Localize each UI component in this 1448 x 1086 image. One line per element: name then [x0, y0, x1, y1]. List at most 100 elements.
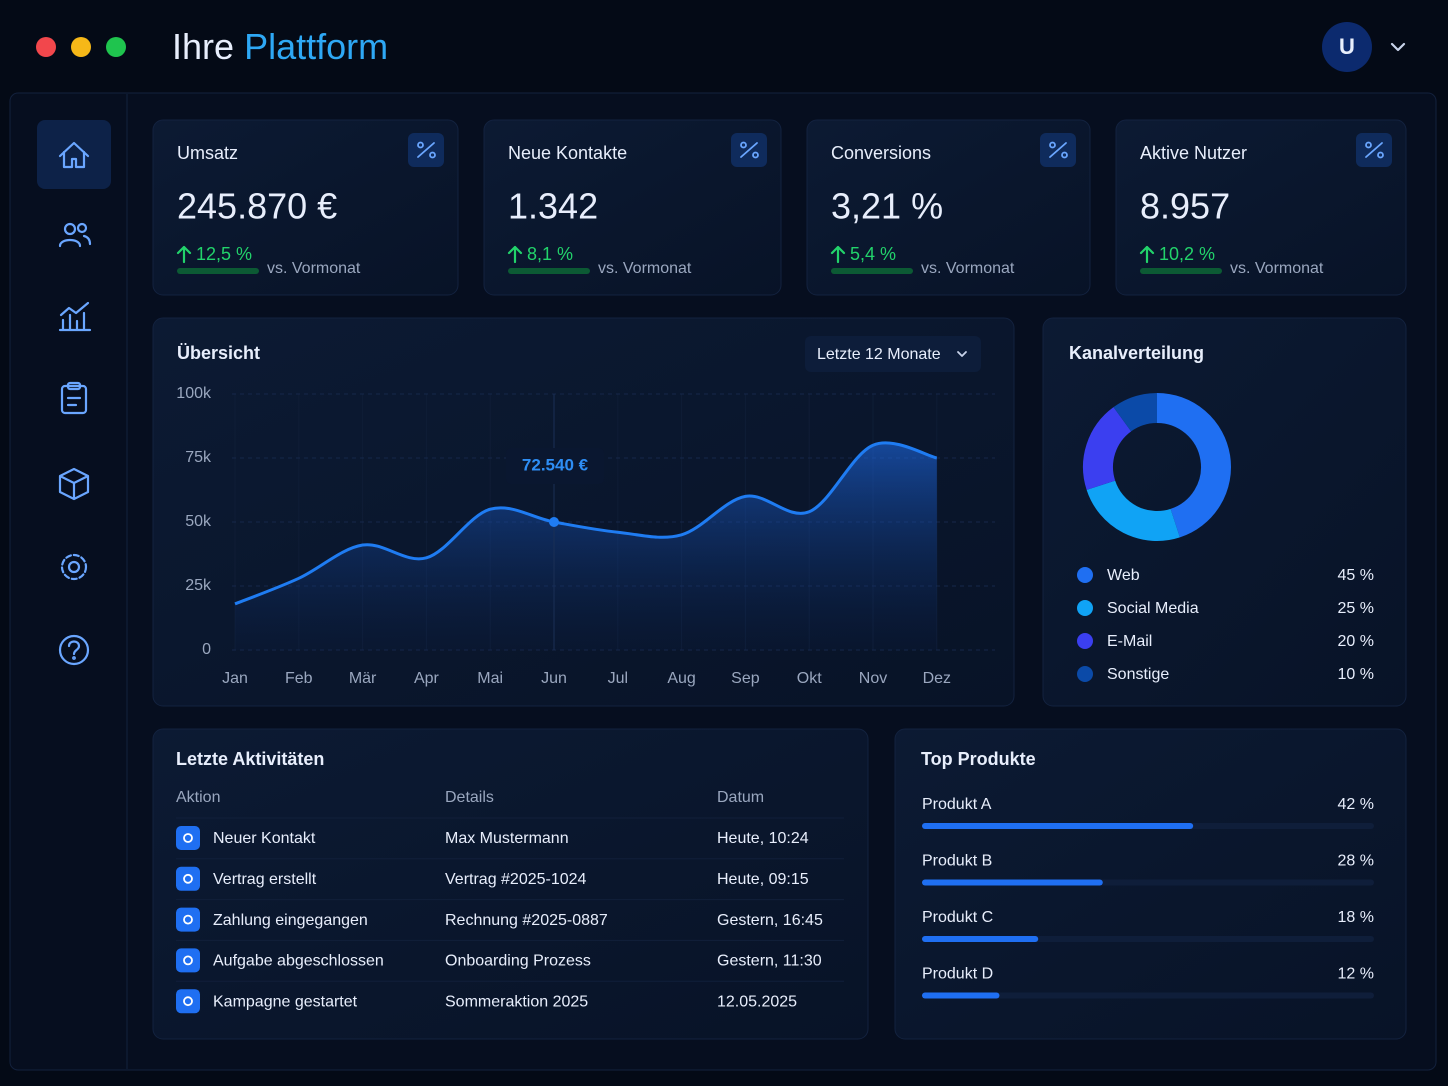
trend-arrow: [830, 245, 846, 264]
trend-arrow: [176, 245, 192, 264]
kpi-value: 1.342: [508, 186, 598, 227]
bar: [922, 879, 1103, 886]
chart-title: Kanalverteilung: [1069, 343, 1204, 363]
trend-arrow: [1139, 245, 1155, 264]
row-icon-glyph: [183, 955, 193, 966]
title-highlight: Plattform: [244, 26, 388, 67]
table-cell: Zahlung eingegangen: [213, 912, 368, 929]
x-tick-label: Nov: [859, 670, 887, 687]
y-tick-label: 100k: [176, 385, 212, 402]
nav-products[interactable]: [58, 467, 90, 501]
legend-value: 45 %: [1338, 567, 1374, 584]
nav-home[interactable]: [58, 141, 90, 169]
kpi-label: Conversions: [831, 143, 931, 163]
legend-label: Social Media: [1107, 600, 1199, 617]
area: [235, 442, 937, 650]
kpi-card: [806, 119, 1091, 296]
account-menu[interactable]: [1390, 42, 1406, 52]
bar-label: Produkt D: [922, 966, 993, 983]
bar-value: 42 %: [1338, 796, 1374, 813]
x-tick-label: Mai: [477, 670, 503, 687]
bar-label: Produkt C: [922, 909, 993, 926]
nav-active: [37, 120, 111, 189]
table-cell: Gestern, 16:45: [717, 912, 823, 929]
column-header: Details: [445, 789, 494, 806]
trend-arrow: [507, 245, 523, 264]
table-cell: Heute, 09:15: [717, 871, 809, 888]
column-header: Aktion: [176, 789, 220, 806]
donut-segment: [1086, 479, 1180, 541]
row-icon-glyph: [183, 873, 193, 884]
x-tick-label: Okt: [797, 670, 822, 687]
kpi-icon-glyph: [417, 141, 436, 159]
table-cell: Kampagne gestartet: [213, 993, 358, 1010]
legend-label: Web: [1107, 567, 1140, 584]
nav-settings[interactable]: [60, 553, 88, 581]
change-bar: [508, 268, 590, 274]
bar-label: Produkt B: [922, 853, 992, 870]
kpi-label: Neue Kontakte: [508, 143, 627, 163]
nav-contracts[interactable]: [60, 381, 88, 415]
table-cell: Gestern, 11:30: [717, 953, 822, 970]
legend-value: 10 %: [1338, 666, 1374, 683]
kpi-change: 10,2 %: [1159, 244, 1215, 264]
window-minimize[interactable]: [71, 37, 91, 57]
avatar-initial: U: [1339, 34, 1355, 59]
window-maximize[interactable]: [106, 37, 126, 57]
kpi-change: 12,5 %: [196, 244, 252, 264]
kpi-value: 3,21 %: [831, 186, 943, 227]
dropdown-chevron: [957, 351, 967, 357]
line: [234, 441, 938, 606]
column-header: Datum: [717, 789, 764, 806]
y-tick-label: 25k: [185, 577, 212, 594]
table-cell: Neuer Kontakt: [213, 830, 316, 847]
nav-help[interactable]: [58, 634, 90, 666]
row-icon: [176, 989, 200, 1014]
y-tick-label: 75k: [185, 449, 212, 466]
kpi-note: vs. Vormonat: [1230, 260, 1324, 277]
x-tick-label: Jun: [541, 670, 567, 687]
x-tick-label: Aug: [667, 670, 695, 687]
legend-dot: [1077, 567, 1093, 583]
nav-contacts[interactable]: [58, 222, 92, 248]
bar: [922, 992, 1000, 999]
table-title: Letzte Aktivitäten: [176, 749, 324, 769]
bar: [922, 823, 1194, 829]
row-icon: [176, 907, 200, 932]
change-bar: [177, 268, 259, 274]
legend-dot: [1077, 666, 1093, 682]
kpi-change: 5,4 %: [850, 244, 896, 264]
x-tick-label: Feb: [285, 670, 313, 687]
x-tick-label: Jul: [608, 670, 628, 687]
row-icon-glyph: [183, 833, 193, 843]
table-cell: Sommeraktion 2025: [445, 993, 588, 1010]
bar-value: 12 %: [1338, 966, 1374, 983]
kpi-card: [1115, 119, 1407, 296]
kpi-label: Umsatz: [177, 143, 238, 163]
kpi-icon-glyph: [740, 141, 759, 159]
period-dropdown[interactable]: [805, 336, 981, 372]
bar-value: 28 %: [1338, 853, 1374, 870]
x-tick-label: Jan: [222, 670, 248, 687]
x-tick-label: Mär: [349, 670, 377, 687]
chart-title: Top Produkte: [921, 749, 1036, 769]
row-icon: [176, 948, 200, 973]
donut-segment: [1113, 393, 1158, 432]
window-close[interactable]: [36, 37, 56, 57]
legend-value: 20 %: [1338, 633, 1374, 650]
tooltip-label: 72.540 €: [522, 455, 589, 474]
period-label: Letzte 12 Monate: [817, 346, 941, 363]
bar-label: Produkt A: [922, 796, 992, 813]
kpi-card: [152, 119, 459, 296]
legend-label: E-Mail: [1107, 633, 1152, 650]
hover-point: [549, 517, 559, 527]
tooltip: [506, 448, 604, 484]
donut-segment: [1156, 393, 1231, 538]
kpi-note: vs. Vormonat: [267, 260, 361, 277]
table-cell: Heute, 10:24: [717, 830, 809, 847]
app-title: Ihre Plattform: [172, 26, 388, 67]
change-bar: [1140, 268, 1222, 274]
nav-analytics[interactable]: [58, 301, 92, 332]
avatar[interactable]: [1322, 22, 1372, 72]
